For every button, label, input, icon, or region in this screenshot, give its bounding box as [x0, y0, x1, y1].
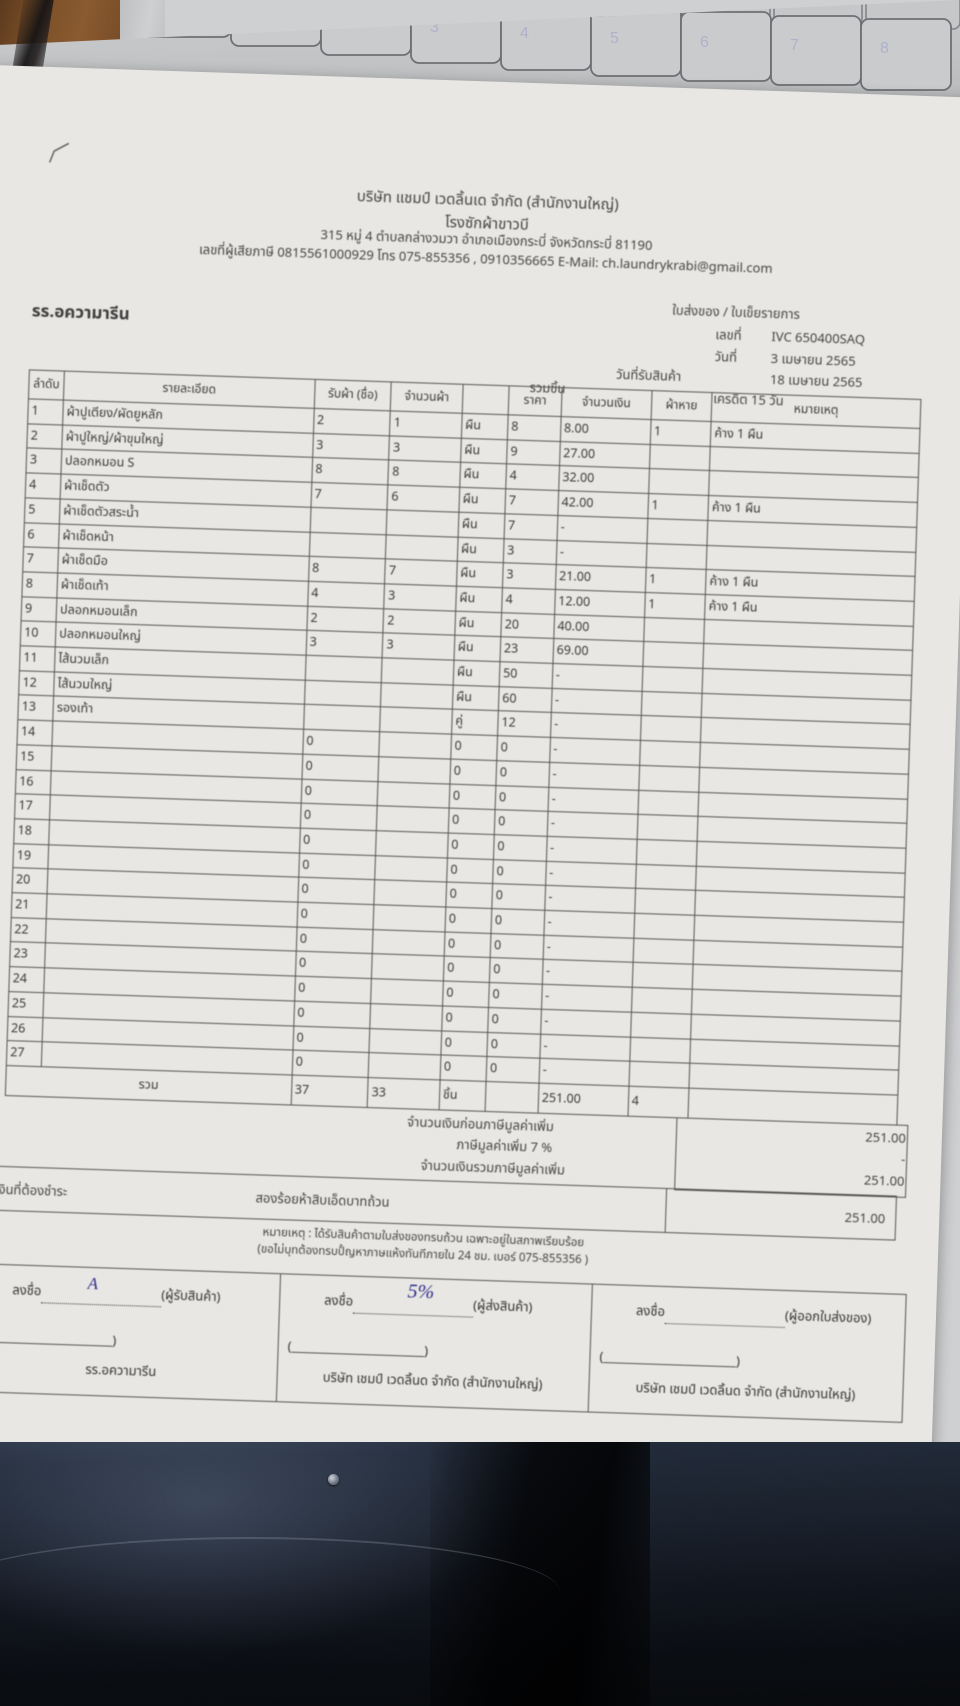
svg-text:2: 2: [340, 13, 349, 30]
svg-text:4: 4: [520, 25, 529, 42]
svg-text:7: 7: [790, 37, 799, 54]
svg-text:6: 6: [700, 34, 709, 51]
svg-text:1: 1: [250, 6, 259, 23]
svg-text:8: 8: [880, 40, 889, 57]
svg-text:5: 5: [610, 30, 619, 47]
svg-text:3: 3: [430, 19, 439, 36]
